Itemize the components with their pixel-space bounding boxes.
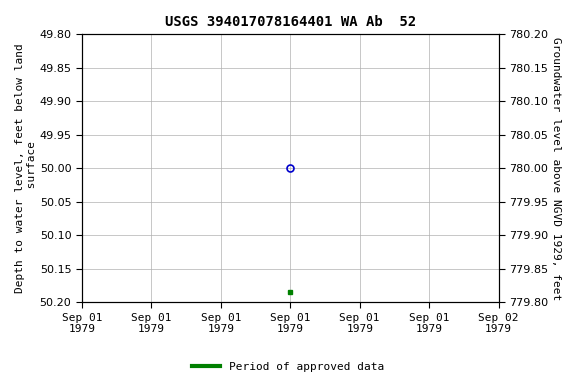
Y-axis label: Depth to water level, feet below land
 surface: Depth to water level, feet below land su… [15,43,37,293]
Legend: Period of approved data: Period of approved data [188,358,388,377]
Title: USGS 394017078164401 WA Ab  52: USGS 394017078164401 WA Ab 52 [165,15,416,29]
Y-axis label: Groundwater level above NGVD 1929, feet: Groundwater level above NGVD 1929, feet [551,37,561,300]
